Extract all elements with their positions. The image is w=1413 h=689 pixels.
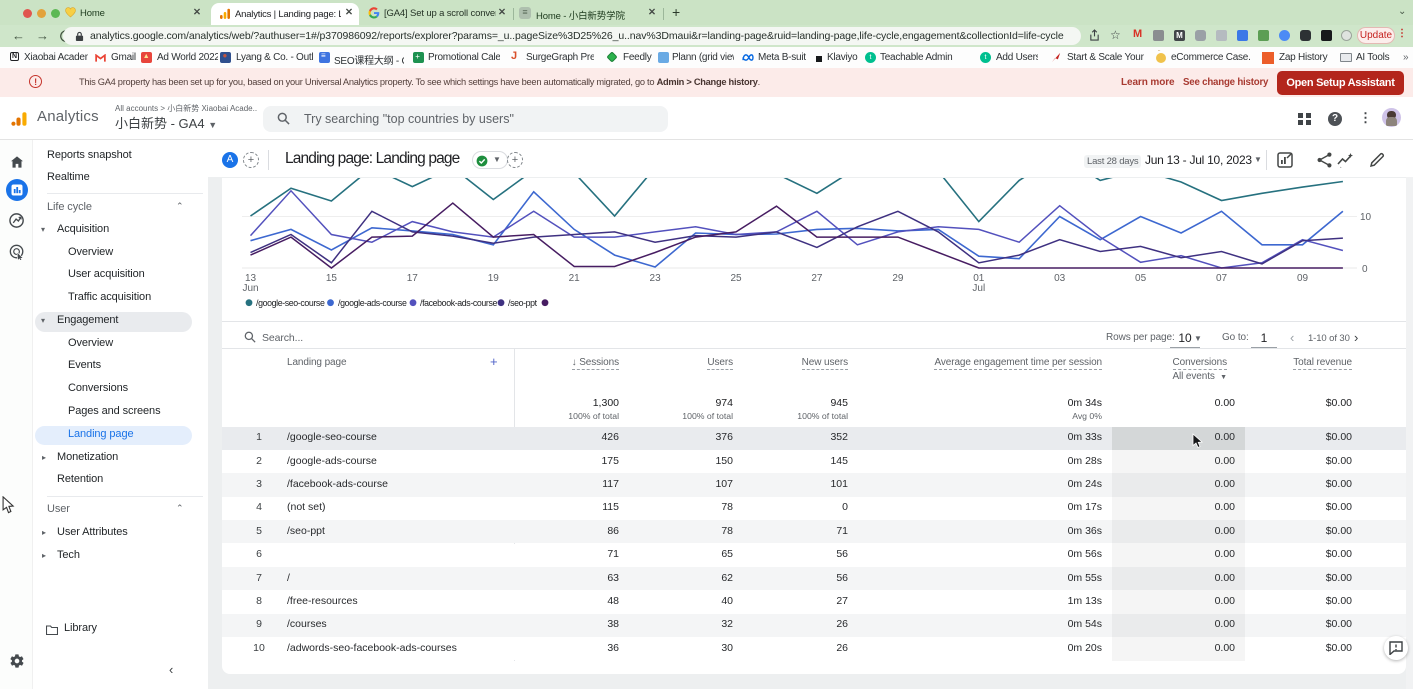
svg-text:Jul: Jul <box>972 283 985 294</box>
svg-text:29: 29 <box>892 273 904 284</box>
svg-text:01: 01 <box>973 273 985 284</box>
svg-text:05: 05 <box>1135 273 1147 284</box>
svg-text:13: 13 <box>245 273 257 284</box>
svg-text:/seo-ppt: /seo-ppt <box>508 298 538 308</box>
svg-text:10: 10 <box>1360 212 1372 223</box>
svg-text:23: 23 <box>650 273 662 284</box>
svg-text:27: 27 <box>811 273 823 284</box>
svg-text:09: 09 <box>1297 273 1309 284</box>
svg-text:25: 25 <box>730 273 742 284</box>
svg-text:/google-ads-course: /google-ads-course <box>338 298 407 308</box>
svg-text:21: 21 <box>569 273 581 284</box>
svg-text:03: 03 <box>1054 273 1066 284</box>
svg-text:15: 15 <box>326 273 338 284</box>
svg-text:0: 0 <box>1362 264 1368 275</box>
svg-text:07: 07 <box>1216 273 1228 284</box>
svg-text:Jun: Jun <box>242 283 258 294</box>
svg-text:19: 19 <box>488 273 500 284</box>
svg-text:/facebook-ads-course: /facebook-ads-course <box>420 298 497 308</box>
svg-text:/google-seo-course: /google-seo-course <box>256 298 325 308</box>
svg-text:17: 17 <box>407 273 419 284</box>
